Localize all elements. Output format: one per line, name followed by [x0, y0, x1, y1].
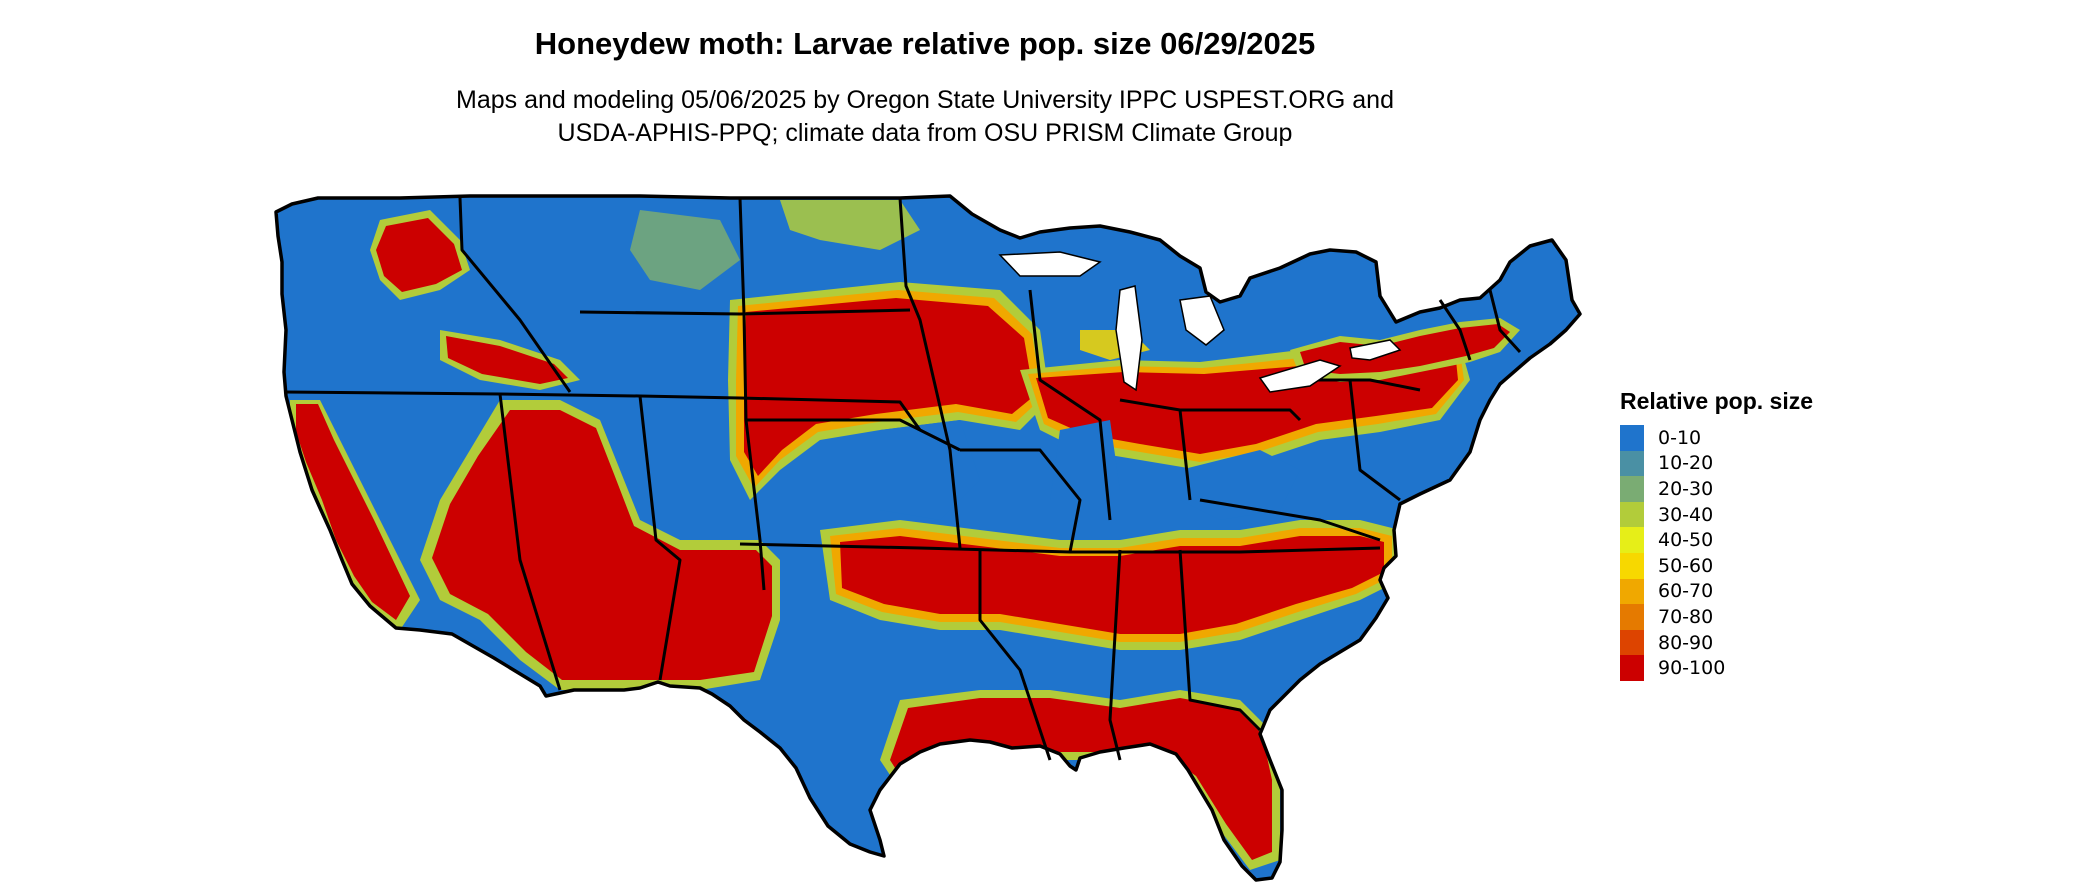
legend-item: 60-70 [1620, 578, 1813, 605]
high-zone-west-coast [290, 400, 420, 630]
legend-swatch [1620, 476, 1644, 502]
legend-title: Relative pop. size [1620, 388, 1814, 414]
map-subtitle: Maps and modeling 05/06/2025 by Oregon S… [0, 84, 1850, 150]
legend-label: 60-70 [1658, 580, 1714, 603]
legend-label: 70-80 [1658, 605, 1714, 628]
subtitle-line-1: Maps and modeling 05/06/2025 by Oregon S… [456, 86, 1394, 114]
legend-items: 0-10 10-20 20-30 30-40 40-50 50-60 60-70 70-80 8… [1620, 425, 1813, 681]
legend-swatch [1620, 578, 1644, 605]
legend-swatch [1620, 425, 1644, 451]
map-title: Honeydew moth: Larvae relative pop. size… [534, 26, 1316, 61]
high-zone-gulf-coast [880, 690, 1280, 870]
legend-label: 50-60 [1658, 554, 1714, 577]
legend-label: 90-100 [1658, 657, 1726, 680]
great-lakes [998, 251, 1402, 393]
population-raster [276, 196, 1580, 880]
legend-swatch [1620, 552, 1644, 579]
legend-item: 40-50 [1620, 527, 1813, 553]
legend: Relative pop. size 0-10 10-20 20-30 30-40 40… [1620, 388, 1813, 681]
legend-label: 80-90 [1658, 631, 1714, 654]
subtitle-line-2: USDA-APHIS-PPQ; climate data from OSU PR… [557, 119, 1293, 147]
legend-item: 10-20 [1620, 450, 1813, 477]
state-borders [274, 194, 1582, 882]
legend-label: 20-30 [1658, 477, 1714, 500]
high-zone-great-plains [728, 282, 1050, 500]
legend-item: 0-10 [1620, 425, 1813, 451]
legend-swatch [1620, 450, 1644, 477]
legend-swatch [1620, 501, 1644, 528]
legend-label: 0-10 [1658, 426, 1702, 449]
legend-swatch [1620, 604, 1644, 630]
legend-label: 30-40 [1658, 503, 1714, 526]
legend-item: 70-80 [1620, 604, 1813, 630]
mid-zone-northern-plains [630, 200, 1150, 360]
legend-item: 80-90 [1620, 629, 1813, 656]
legend-label: 40-50 [1658, 529, 1714, 552]
legend-item: 30-40 [1620, 501, 1813, 528]
legend-item: 90-100 [1620, 655, 1813, 681]
legend-swatch [1620, 629, 1644, 656]
legend-swatch [1620, 655, 1644, 681]
high-zone-pacific-northwest [370, 210, 580, 390]
legend-item: 50-60 [1620, 552, 1813, 579]
legend-label: 10-20 [1658, 452, 1714, 475]
legend-swatch [1620, 527, 1644, 553]
legend-item: 20-30 [1620, 476, 1813, 502]
high-zone-southern-belt [820, 520, 1400, 650]
